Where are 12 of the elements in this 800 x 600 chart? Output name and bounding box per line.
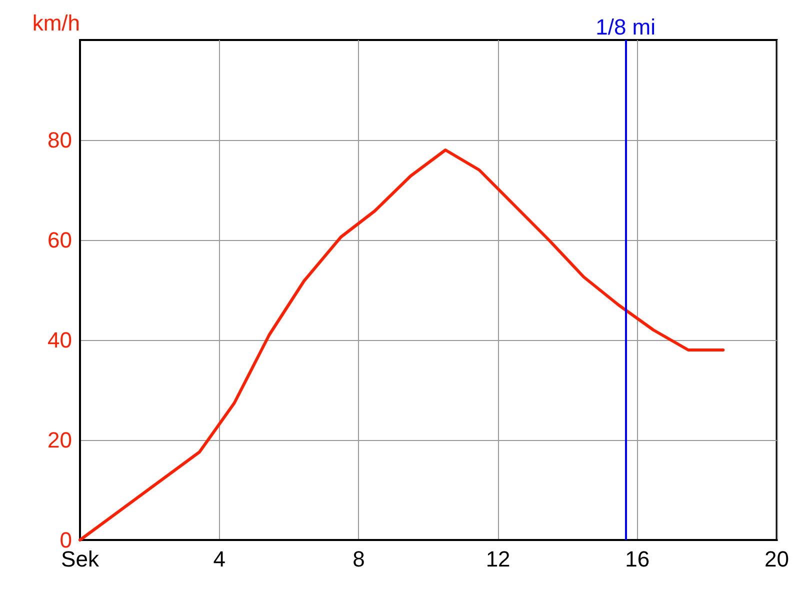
y-tick-label: 80 <box>48 128 72 152</box>
x-tick-label: 20 <box>764 546 790 572</box>
x-tick-label: 4 <box>213 546 226 572</box>
y-tick-label: 20 <box>48 428 72 452</box>
x-tick-label: 12 <box>486 546 510 572</box>
x-tick-label: 8 <box>352 546 365 572</box>
line-series <box>78 148 725 542</box>
ref-line-label: 1/8 mi <box>596 14 656 40</box>
y-tick-label: 40 <box>48 328 72 352</box>
x-tick-label: 16 <box>625 546 650 572</box>
y-axis-title: km/h <box>32 10 80 36</box>
y-tick-label: 60 <box>48 228 72 252</box>
